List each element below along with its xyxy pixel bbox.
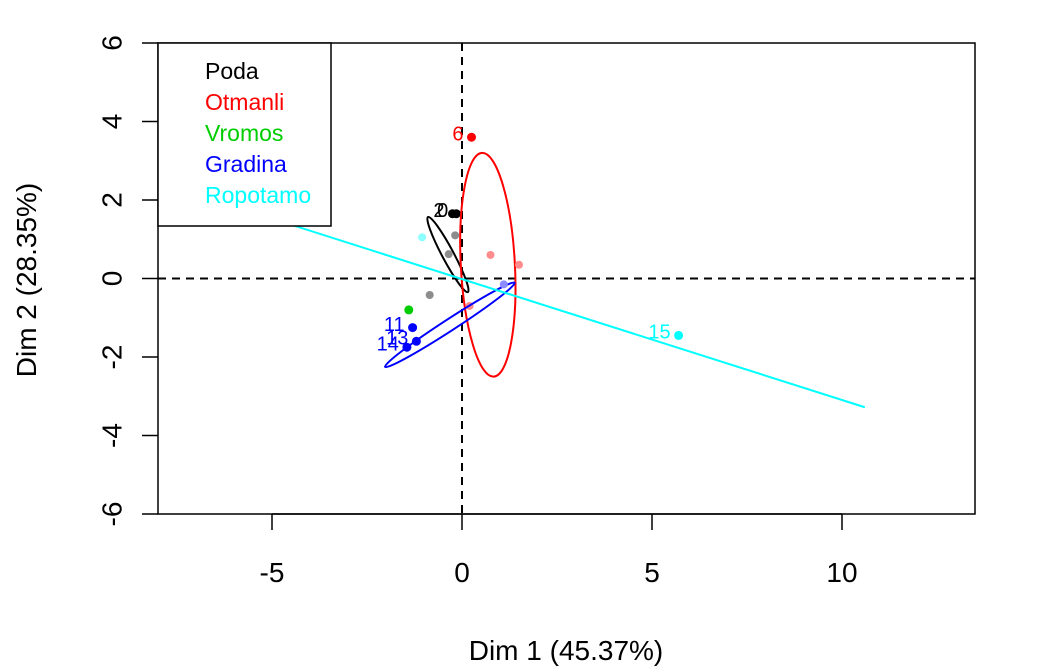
legend-entry-ropotamo: Ropotamo: [205, 182, 311, 208]
centroid-point-gradina: [499, 280, 508, 289]
series-otmanli: 6: [452, 123, 523, 378]
centroid-point-poda: [425, 290, 434, 299]
point-label-ropotamo: 15: [648, 322, 670, 344]
point-label-poda: 0: [437, 200, 448, 222]
legend-entry-otmanli: Otmanli: [205, 89, 284, 115]
x-tick-label: 5: [644, 557, 660, 588]
x-tick-label: 0: [454, 557, 470, 588]
data-point-gradina: [402, 342, 412, 352]
series-vromos: [404, 305, 414, 315]
y-tick-label: -2: [96, 345, 127, 370]
legend: Poda Otmanli Vromos Gradina Ropotamo: [157, 42, 332, 227]
data-point-gradina: [408, 323, 418, 333]
data-point-vromos: [404, 305, 414, 315]
centroid-point-otmanli: [486, 250, 495, 259]
data-point-ropotamo: [674, 330, 684, 340]
point-label-gradina: 14: [377, 333, 399, 355]
y-tick-label: 6: [96, 35, 127, 51]
y-tick-label: 2: [96, 192, 127, 208]
x-axis-label: Dim 1 (45.37%): [469, 635, 664, 666]
data-point-gradina: [411, 336, 421, 346]
y-tick-label: 4: [96, 114, 127, 130]
point-label-otmanli: 6: [452, 123, 463, 145]
confidence-ellipse-otmanli: [459, 151, 517, 378]
legend-entry-vromos: Vromos: [205, 120, 283, 146]
centroid-point-otmanli: [515, 260, 523, 269]
legend-entry-poda: Poda: [205, 58, 259, 84]
y-tick-label: -6: [96, 502, 127, 527]
centroid-point-poda: [444, 250, 453, 259]
legend-box: [157, 42, 332, 227]
x-tick-label: -5: [260, 557, 285, 588]
point-label-gradina: 13: [386, 328, 408, 350]
point-label-gradina: 11: [384, 314, 405, 336]
confidence-ellipse-poda: [426, 215, 470, 294]
legend-entry-gradina: Gradina: [205, 151, 287, 177]
series-poda: 20: [425, 200, 470, 299]
y-tick-label: -4: [96, 423, 127, 448]
data-point-poda: [451, 209, 461, 219]
point-label-poda: 2: [433, 200, 444, 222]
centroid-point-poda: [451, 231, 460, 240]
confidence-ellipse-gradina: [383, 281, 516, 369]
x-tick-label: 10: [826, 557, 857, 588]
data-point-otmanli: [467, 132, 476, 142]
y-axis-label: Dim 2 (28.35%): [11, 183, 42, 378]
centroid-point-ropotamo: [418, 233, 427, 242]
y-tick-label: 0: [96, 271, 127, 287]
